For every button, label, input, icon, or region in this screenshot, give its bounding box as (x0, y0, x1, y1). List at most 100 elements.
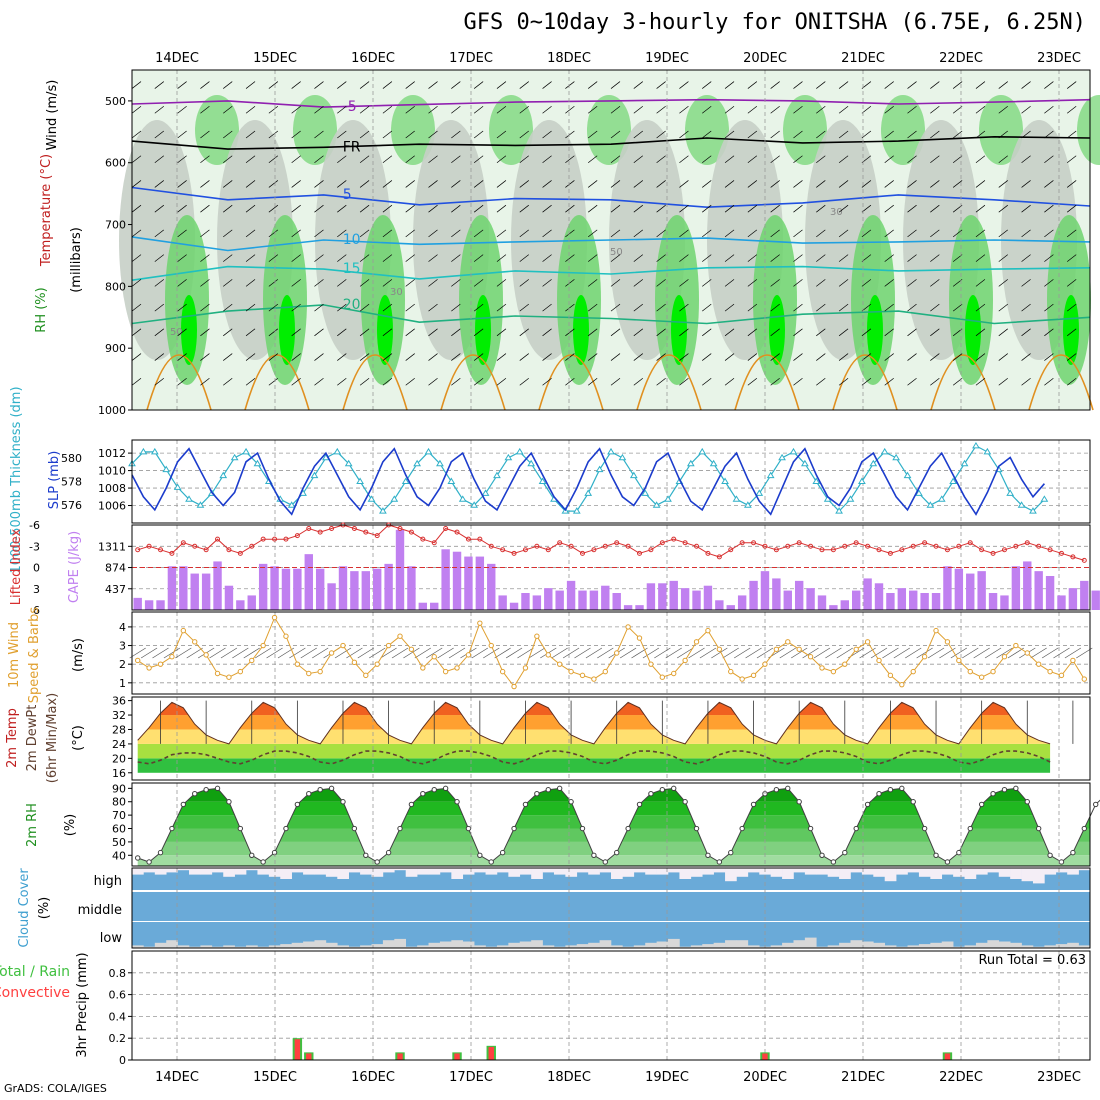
precip-label: 3hr Precip (mm) (75, 952, 90, 1057)
top-date-label: 18DEC (547, 51, 591, 66)
wind-barb (382, 279, 393, 287)
thickness-point (858, 477, 866, 484)
panel-frame (131, 611, 1091, 695)
rh-contour-fill (475, 295, 491, 365)
wind-barb (268, 81, 279, 89)
rh-point (477, 852, 483, 858)
low-cloud-bar (782, 942, 794, 948)
wind-barb (473, 254, 484, 262)
wind-barb (154, 279, 165, 287)
wind-barb (565, 204, 575, 213)
wind-barb (838, 229, 849, 238)
wind-barb (337, 229, 347, 238)
wind-barb (154, 204, 165, 213)
low-cloud-bar (291, 942, 304, 948)
wind-barb (382, 204, 393, 213)
thickness-point (390, 495, 399, 502)
wind-barb (610, 81, 621, 89)
cloud-middle-label: middle (78, 903, 122, 918)
wind-barb (451, 254, 461, 262)
li-point (180, 540, 186, 546)
cape-bar (840, 600, 849, 610)
wind-barb (952, 180, 963, 188)
wind-barb (793, 328, 803, 337)
wind-barb (907, 303, 917, 312)
li-point (614, 540, 620, 546)
thickness-point (150, 447, 159, 455)
wind-barb (1044, 353, 1054, 361)
low-cloud-bar (747, 945, 760, 948)
thickness-tick-label: 576 (61, 499, 82, 512)
wind-barb (154, 155, 165, 164)
wind-barb (724, 377, 735, 386)
wind-barb (884, 130, 894, 139)
wind-barb (200, 105, 210, 114)
cape-bar (395, 529, 405, 610)
wind-barb (998, 254, 1008, 262)
wind-barb (679, 204, 689, 213)
high-cloud-bar (1021, 868, 1034, 882)
wind-speed-point (431, 654, 437, 660)
li-point (1036, 543, 1042, 549)
low-cloud-bar (166, 940, 178, 948)
li-point (579, 550, 585, 556)
thickness-point (880, 447, 889, 455)
temp-band (132, 686, 1090, 700)
high-cloud-bar (280, 868, 292, 879)
wind-speed-point (739, 676, 745, 682)
wind-barb (1044, 130, 1054, 139)
cape-bar (384, 563, 393, 610)
wind-barb (405, 229, 415, 238)
wind-barb (131, 279, 142, 287)
wind-speed-point (568, 668, 574, 675)
high-cloud-bar (873, 868, 886, 877)
wind-barb (131, 229, 142, 238)
wind-speed-point (1047, 668, 1053, 675)
cape-bar (327, 583, 336, 610)
rh-point (705, 852, 711, 858)
wind-barb (585, 647, 603, 659)
wind-barb (610, 353, 621, 361)
cape-bar (213, 561, 222, 610)
wind-barb (975, 279, 986, 287)
wind-barb (816, 81, 826, 89)
low-cloud-bar (417, 945, 429, 948)
isotherm-25 (832, 354, 898, 411)
wind-barb (186, 647, 203, 659)
wind-barb (816, 353, 826, 361)
y-tick-label: 0.6 (109, 989, 127, 1002)
low-cloud-bar (1032, 946, 1045, 948)
wind-barb (382, 353, 393, 361)
li-point (397, 526, 403, 532)
rh-band (132, 775, 1090, 788)
rh-point (750, 801, 757, 808)
wind-speed-point (1035, 661, 1042, 667)
li-tick-label: -3 (29, 540, 40, 553)
rh-point (921, 825, 928, 832)
slp-thickness-panel: 1006 1008 1010 1012 576 578 580 1000-500mb Thic… (9, 386, 1091, 574)
rh-contour-label: 30 (830, 207, 843, 218)
wind-speed-point (648, 661, 654, 667)
wind-barb (633, 81, 644, 89)
isotherm-line (131, 304, 1091, 325)
low-cloud-bar (884, 945, 897, 948)
wind-barb (656, 254, 666, 262)
low-cloud-bar (234, 946, 247, 948)
rh-point (944, 859, 951, 865)
wind-barb (200, 180, 210, 188)
wind-barb (496, 353, 507, 361)
panel-frame (131, 950, 1091, 1061)
cape-bar (407, 566, 416, 610)
wind-barb (254, 647, 272, 659)
wind-barb (243, 647, 260, 659)
wind-barb (747, 105, 758, 114)
panel-frame (131, 782, 1091, 867)
precip-total-label: Total / Rain (0, 964, 70, 980)
wind-barb (610, 204, 621, 213)
rh-point (169, 825, 175, 832)
thickness-label: 1000-500mb Thickness (dm) (9, 386, 24, 573)
wind-speed-point (1001, 654, 1008, 660)
li-point (1001, 547, 1007, 553)
top-date-label: 19DEC (645, 51, 689, 66)
high-cloud-bar (645, 868, 657, 875)
